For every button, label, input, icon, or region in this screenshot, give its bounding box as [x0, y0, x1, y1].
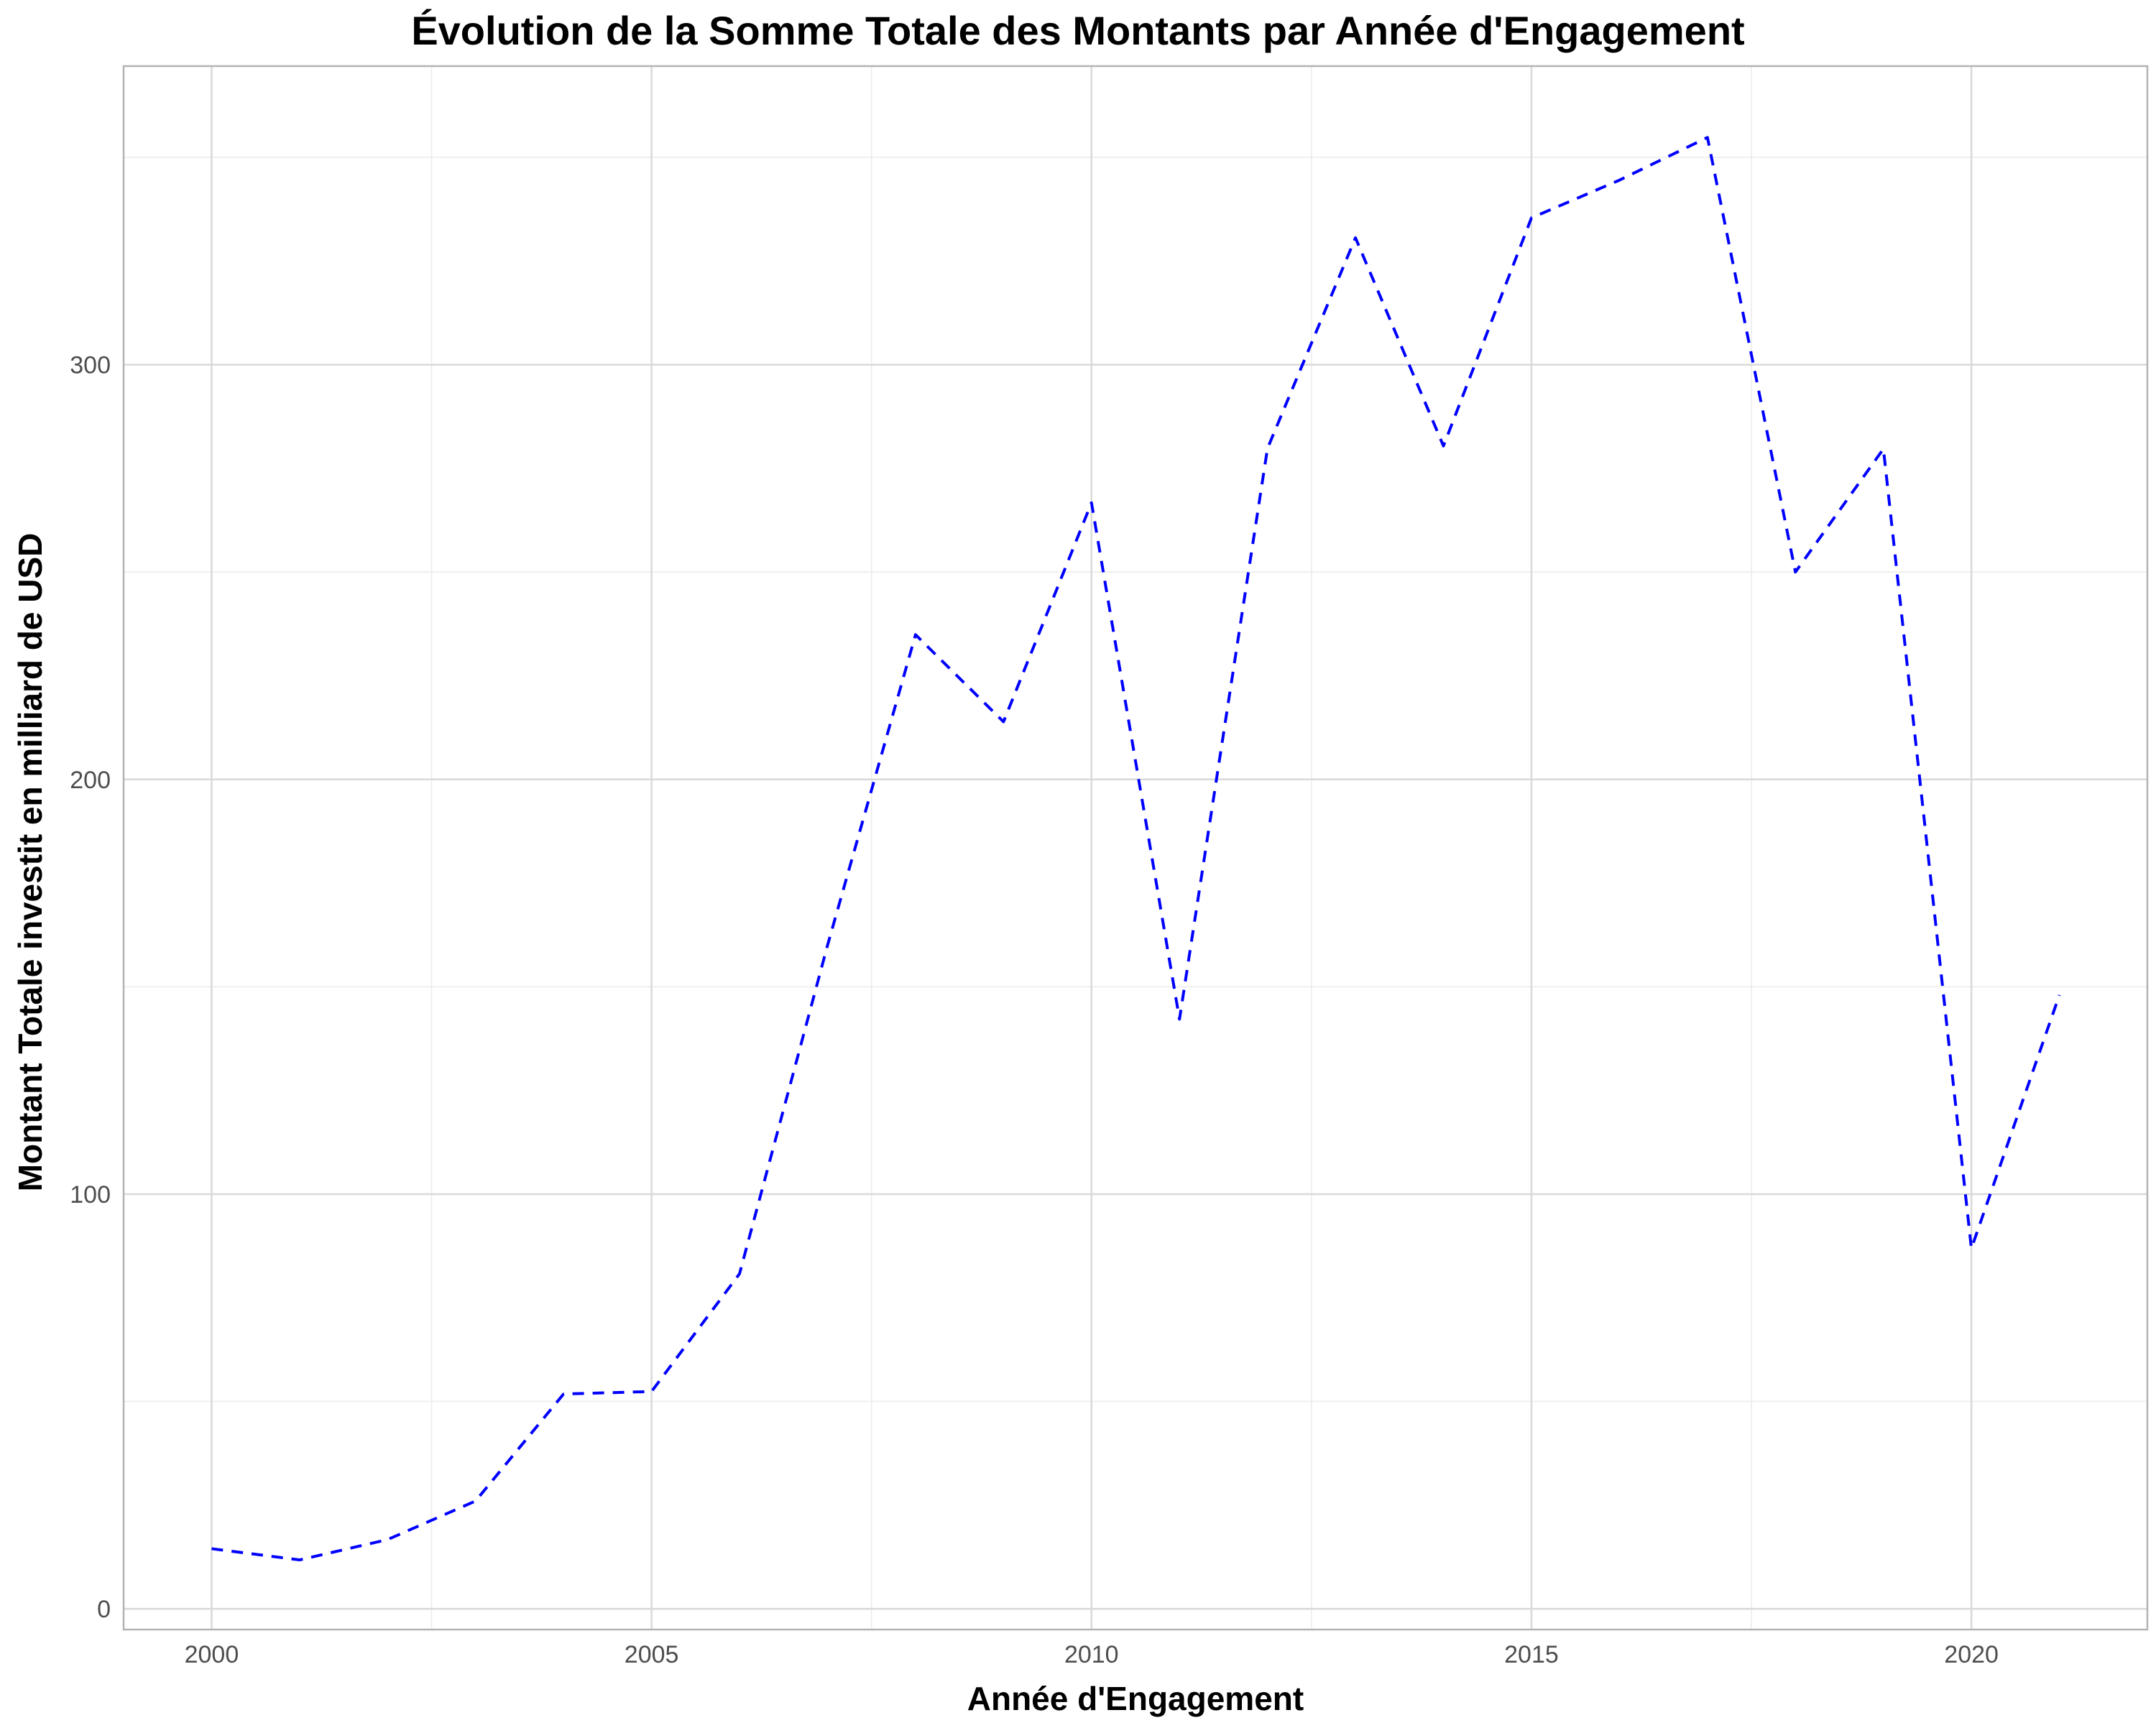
data-point [1091, 502, 1092, 503]
data-point [1795, 572, 1796, 573]
data-series [211, 136, 2061, 1562]
y-tick-label: 300 [70, 352, 111, 379]
data-point [1707, 137, 1708, 138]
y-axis-title: Montant Totale investit en milliard de U… [11, 533, 49, 1192]
data-point [651, 1391, 652, 1392]
data-point [387, 1539, 388, 1540]
panel-border [122, 65, 2149, 1631]
x-tick-label: 2020 [1944, 1641, 1999, 1668]
grid [124, 66, 2147, 1630]
chart-title: Évolution de la Somme Totale des Montant… [411, 8, 1744, 53]
y-tick-label: 0 [97, 1596, 111, 1623]
data-point [827, 945, 828, 946]
data-point [1443, 445, 1444, 446]
series-line [211, 136, 2061, 1562]
data-point [1355, 237, 1356, 238]
x-tick-label: 2005 [625, 1641, 679, 1668]
y-tick-label: 200 [70, 767, 111, 794]
tick-labels: 2000 2005 2010 2015 2020 0 100 200 300 [70, 352, 1999, 1668]
y-tick-label: 100 [70, 1181, 111, 1209]
x-tick-label: 2000 [185, 1641, 239, 1668]
data-point [299, 1560, 300, 1561]
data-point [1003, 721, 1004, 722]
data-point [563, 1394, 564, 1395]
data-point [1883, 448, 1884, 449]
data-point [1179, 1019, 1180, 1020]
data-point [1971, 1248, 1972, 1249]
data-point [475, 1501, 476, 1502]
data-point [1267, 448, 1268, 449]
x-tick-label: 2010 [1064, 1641, 1119, 1668]
data-point [915, 634, 916, 635]
x-axis-title: Année d'Engagement [967, 1680, 1304, 1717]
x-tick-label: 2015 [1504, 1641, 1559, 1668]
data-point [211, 1548, 212, 1549]
data-point [2059, 994, 2060, 995]
